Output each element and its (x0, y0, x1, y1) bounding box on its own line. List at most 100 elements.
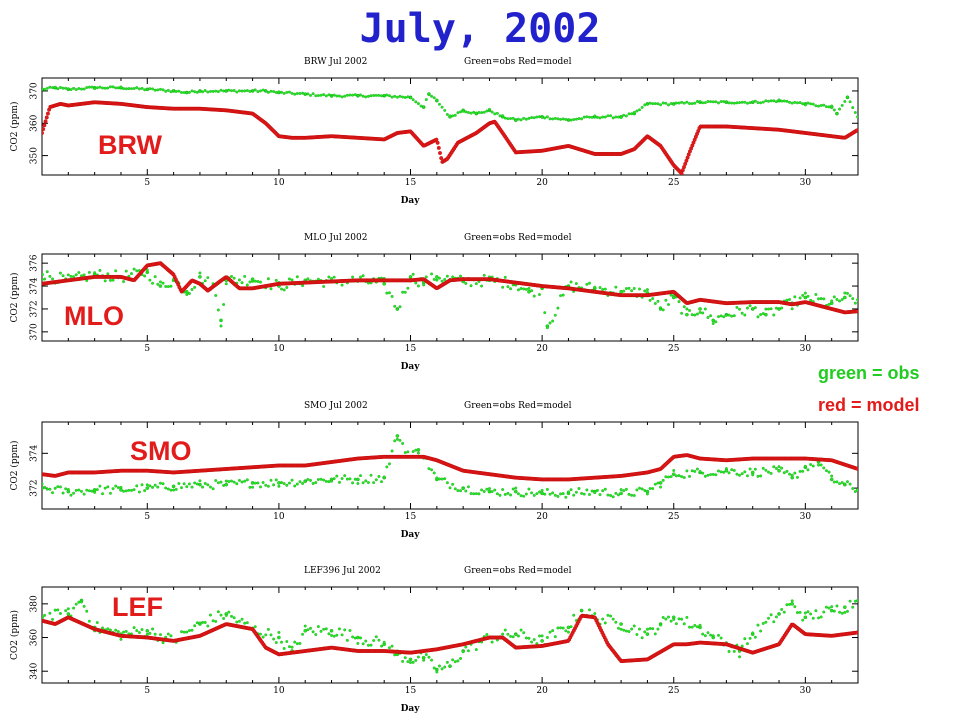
obs-point (193, 481, 197, 485)
obs-point (814, 293, 818, 296)
obs-point (266, 277, 270, 281)
obs-point (624, 629, 628, 633)
obs-point (501, 114, 505, 118)
obs-point (472, 110, 476, 114)
obs-point (280, 287, 283, 291)
obs-point (532, 294, 536, 298)
obs-point (206, 276, 210, 280)
obs-point (669, 102, 673, 105)
obs-point (190, 628, 194, 632)
obs-point (764, 620, 768, 624)
obs-point (61, 274, 65, 278)
obs-point (469, 284, 473, 288)
obs-point (132, 87, 136, 90)
obs-point (303, 628, 308, 633)
obs-point (772, 99, 776, 103)
obs-point (195, 482, 199, 486)
obs-point (606, 493, 610, 497)
obs-point (790, 473, 794, 477)
obs-point (319, 93, 323, 97)
obs-point (717, 633, 720, 637)
obs-point (171, 484, 176, 489)
obs-point (148, 87, 152, 91)
panel-title: LEF396 Jul 2002 (304, 566, 381, 576)
obs-point (261, 88, 265, 92)
obs-point (753, 635, 757, 639)
obs-point (680, 617, 684, 621)
obs-point (732, 649, 736, 653)
y-tick-label: 370 (30, 323, 40, 340)
obs-point (243, 479, 247, 483)
obs-point (259, 89, 262, 93)
obs-point (269, 287, 273, 291)
obs-point (161, 88, 165, 92)
obs-point (738, 307, 741, 311)
obs-point (851, 106, 855, 110)
obs-point (685, 469, 689, 473)
obs-point (838, 610, 842, 614)
obs-point (237, 89, 241, 93)
y-tick-label: 374 (30, 444, 40, 461)
obs-point (66, 487, 70, 491)
obs-point (703, 307, 707, 311)
obs-point (332, 477, 336, 481)
obs-point (248, 485, 252, 489)
obs-point (224, 282, 228, 286)
obs-point (58, 86, 62, 89)
obs-point (588, 608, 591, 612)
obs-point (745, 101, 749, 105)
obs-point (306, 477, 310, 481)
obs-point (448, 486, 452, 490)
obs-point (516, 117, 520, 121)
obs-point (451, 114, 455, 118)
obs-point (337, 480, 341, 484)
x-tick-label: 5 (144, 178, 150, 188)
obs-point (611, 495, 615, 499)
obs-point (401, 442, 405, 445)
obs-point (690, 102, 694, 106)
x-axis-label: Day (401, 530, 421, 540)
obs-point (416, 284, 420, 288)
obs-point (388, 646, 391, 650)
obs-point (445, 481, 449, 485)
obs-point (516, 492, 520, 496)
obs-point (101, 626, 104, 630)
obs-point (838, 107, 842, 111)
obs-point (688, 309, 691, 312)
obs-point (853, 111, 857, 114)
obs-point (87, 619, 91, 623)
obs-point (256, 279, 260, 283)
obs-point (177, 89, 181, 93)
obs-point (843, 99, 847, 103)
obs-point (240, 617, 244, 621)
obs-point (148, 484, 152, 488)
obs-point (374, 635, 378, 639)
obs-point (166, 285, 170, 289)
obs-point (569, 488, 573, 492)
obs-point (801, 469, 805, 473)
obs-point (53, 85, 57, 89)
series-obs (42, 434, 858, 499)
obs-point (119, 85, 123, 89)
obs-point (388, 291, 391, 295)
obs-point (764, 312, 768, 317)
obs-point (838, 299, 842, 303)
obs-point (711, 100, 715, 104)
obs-point (519, 118, 523, 122)
obs-point (498, 493, 502, 497)
obs-point (82, 87, 86, 91)
obs-point (53, 608, 57, 612)
obs-point (740, 311, 744, 315)
obs-point (51, 277, 54, 281)
obs-point (250, 481, 255, 485)
obs-point (390, 644, 394, 648)
obs-point (353, 93, 357, 97)
obs-point (840, 611, 844, 615)
x-tick-label: 20 (536, 512, 548, 522)
obs-point (361, 642, 365, 646)
obs-point (677, 617, 681, 621)
obs-point (43, 87, 47, 91)
obs-point (680, 475, 684, 479)
chart-panel-brw: BRW Jul 2002 Green=obs Red=model 5 10 15 20 25… (9, 57, 859, 206)
obs-point (659, 623, 663, 627)
